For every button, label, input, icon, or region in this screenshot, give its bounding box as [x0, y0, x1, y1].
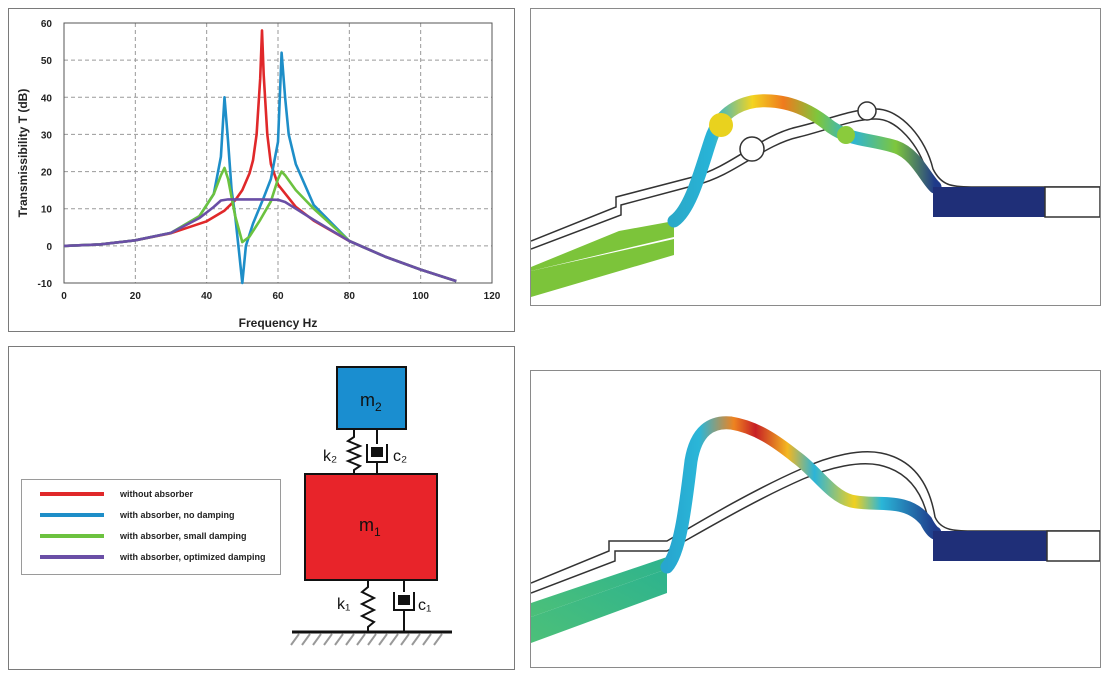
y-tick-label: 60: [41, 19, 53, 30]
ground-hatch-line: [301, 633, 311, 646]
legend-swatch: [40, 492, 104, 496]
x-tick-label: 120: [484, 291, 501, 302]
mass-m2-block: [336, 366, 407, 430]
legend-swatch: [40, 513, 104, 517]
fem-deformation-bottom: [531, 416, 1100, 643]
fem-deformation-bottom-panel: [530, 370, 1101, 668]
mass-m1-label: m1: [359, 515, 381, 539]
x-tick-label: 60: [272, 291, 284, 302]
legend-item: with absorber, small damping: [40, 529, 247, 543]
damper-c2-cylinder: [366, 444, 388, 463]
ground-hatch-line: [422, 633, 432, 646]
legend-swatch: [40, 555, 104, 559]
mass-m2-subscript: 2: [375, 400, 382, 414]
fem-top-hotspot-right: [837, 126, 855, 144]
chart-grid: [64, 23, 492, 283]
y-tick-label: 0: [46, 242, 52, 253]
mass-m1-subscript: 1: [374, 525, 381, 539]
chart-ticks: 0 20 40 60 80 100 120 -10 0 10 20 30 40 50 60: [38, 19, 501, 302]
transmissibility-chart-panel: 0 20 40 60 80 100 120 -10 0 10 20 30 40 50 60 Frequenc…: [8, 8, 515, 332]
mass-m2-label: m2: [360, 390, 382, 414]
spring-k1-label: k₁: [337, 596, 350, 613]
legend-label: with absorber, small damping: [120, 531, 247, 541]
mass-m1-base: m: [359, 515, 374, 535]
two-mass-model-panel: without absorber with absorber, no dampin…: [8, 346, 515, 670]
x-tick-label: 100: [412, 291, 429, 302]
fem-bottom-deformed-beam: [660, 416, 942, 574]
chart-legend: without absorber with absorber, no dampin…: [21, 479, 281, 575]
ground-hatch-line: [400, 633, 410, 646]
fem-deformation-top: [531, 94, 1100, 297]
x-tick-label: 40: [201, 291, 213, 302]
y-axis-label: Transmissibility T (dB): [16, 89, 30, 218]
fem-bottom-green-slab: [531, 557, 667, 617]
fem-top-rigid-block: [933, 187, 1045, 217]
ground-hatch: [290, 633, 443, 646]
damper-c1-cylinder: [393, 592, 415, 611]
fem-bottom-end-block: [1046, 530, 1100, 562]
ground-hatch-line: [378, 633, 388, 646]
chart-axes: [63, 22, 493, 284]
legend-swatch: [40, 534, 104, 538]
x-tick-label: 80: [344, 291, 356, 302]
fem-top-hotspot-left: [709, 113, 733, 137]
ground-hatch-line: [290, 633, 300, 646]
ground-hatch-line: [433, 633, 443, 646]
plot-frame: [63, 22, 493, 284]
legend-item: without absorber: [40, 487, 193, 501]
damper-c1-piston: [398, 595, 410, 605]
y-tick-label: 10: [41, 205, 53, 216]
legend-item: with absorber, optimized damping: [40, 550, 266, 564]
y-tick-label: 20: [41, 168, 53, 179]
y-tick-label: 40: [41, 93, 53, 104]
y-tick-label: 30: [41, 130, 53, 141]
series-line-3: [63, 166, 457, 283]
ground-hatch-line: [345, 633, 355, 646]
spring-k1: [359, 580, 377, 631]
fem-bottom-rigid-block: [933, 531, 1047, 561]
y-tick-label: -10: [38, 279, 53, 290]
series-line-1: [63, 29, 457, 283]
fem-top-joint-right: [857, 101, 877, 121]
transmissibility-chart: 0 20 40 60 80 100 120 -10 0 10 20 30 40 50 60 Frequenc…: [16, 19, 501, 330]
damper-c2-label: c₂: [393, 448, 407, 465]
fem-bottom-green-slab-lower: [531, 569, 667, 643]
fem-deformation-top-panel: [530, 8, 1101, 306]
mass-m2-base: m: [360, 390, 375, 410]
x-axis-label: Frequency Hz: [239, 316, 318, 330]
fem-top-end-block: [1044, 186, 1100, 218]
ground-hatch-line: [356, 633, 366, 646]
damper-c2-piston: [371, 447, 383, 457]
chart-series: [63, 29, 457, 285]
fem-top-deformed-beam: [667, 94, 942, 228]
legend-item: with absorber, no damping: [40, 508, 235, 522]
damper-c1-label: c₁: [418, 597, 431, 614]
fem-bottom-undeformed-outline-inner: [531, 463, 972, 594]
legend-label: without absorber: [120, 489, 194, 499]
legend-label: with absorber, optimized damping: [120, 552, 266, 562]
fem-top-joint-left: [739, 136, 765, 162]
x-tick-label: 0: [61, 291, 67, 302]
fem-top-green-slab-lower: [531, 239, 674, 297]
fem-top-undeformed-outline: [531, 108, 1100, 242]
spring-k2-label: k₂: [323, 448, 337, 465]
fem-top-green-slab: [531, 221, 674, 271]
legend-label: with absorber, no damping: [120, 510, 235, 520]
ground-hatch-line: [334, 633, 344, 646]
x-tick-label: 20: [130, 291, 142, 302]
ground-hatch-line: [389, 633, 399, 646]
y-tick-label: 50: [41, 56, 53, 67]
spring-k2: [345, 429, 363, 474]
fem-bottom-undeformed-outline: [531, 451, 1100, 584]
ground-hatch-line: [411, 633, 421, 646]
series-line-4: [63, 198, 457, 283]
ground-hatch-line: [312, 633, 322, 646]
ground-hatch-line: [323, 633, 333, 646]
ground-hatch-line: [367, 633, 377, 646]
mass-m1-block: [304, 473, 438, 581]
